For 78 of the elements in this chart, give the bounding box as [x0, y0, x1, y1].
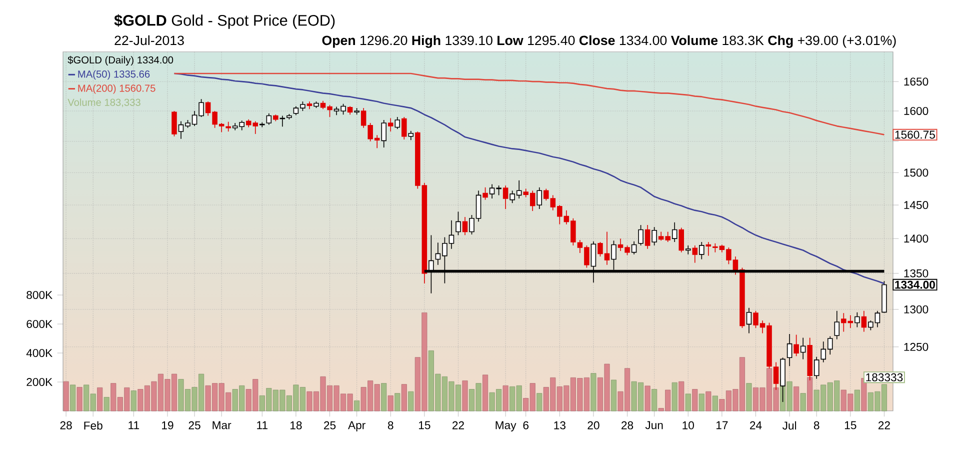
candlestick	[394, 116, 400, 130]
candlestick	[266, 112, 272, 126]
x-tick-label: Feb	[84, 421, 102, 430]
candlestick	[638, 224, 644, 246]
x-tick-label: 11	[257, 421, 268, 430]
candlestick	[502, 185, 508, 210]
candlestick	[814, 356, 820, 380]
candlestick	[388, 118, 394, 132]
y-tick-label: 1500	[904, 168, 928, 177]
x-tick-label: 13	[554, 421, 566, 430]
x-tick-label: 8	[388, 421, 394, 430]
y-tick-label: 1400	[904, 234, 928, 243]
x-tick-label: Mar	[212, 421, 232, 430]
x-tick-label: 17	[716, 421, 728, 430]
x-tick-label: Jul	[782, 421, 796, 430]
candlestick	[854, 312, 860, 328]
candlestick	[800, 337, 806, 360]
text: Open 1296.20 High 1339.10 Low 1295.40 Close 1334.00 Volume 183.3K Chg +39.00 (+3.01%)	[322, 35, 896, 48]
candlestick	[786, 334, 792, 367]
y2-tick-label: 200K	[26, 378, 52, 386]
x-tick-label: 28	[60, 421, 72, 430]
candlestick	[706, 242, 712, 256]
candlestick	[678, 227, 684, 253]
x-tick-label: 18	[290, 421, 302, 430]
x-tick-label: 28	[622, 421, 634, 430]
x-tick-label: May	[496, 421, 516, 432]
x-tick-label: 11	[128, 421, 139, 430]
x-tick-label: 8	[814, 421, 820, 430]
x-tick-label: 22	[878, 421, 890, 430]
chart-title: $GOLD Gold - Spot Price (EOD)	[114, 14, 335, 29]
data-label: 1560.75	[895, 130, 935, 139]
y-tick-label: 1600	[904, 106, 928, 115]
x-tick-label: 22	[452, 421, 464, 430]
x-tick-label: 10	[682, 421, 694, 430]
candlestick	[631, 240, 637, 255]
y2-tick-label: 400K	[26, 349, 52, 358]
x-tick-label: 6	[523, 421, 529, 430]
y2-tick-label: 800K	[26, 291, 52, 300]
candlestick	[456, 211, 461, 236]
candlestick	[699, 242, 704, 260]
y2-tick-label: 600K	[26, 320, 52, 328]
legend-label: MA(50) 1335.66	[78, 70, 150, 80]
candlestick	[408, 130, 414, 140]
x-tick-label: 24	[750, 421, 762, 430]
candlestick	[834, 310, 840, 340]
text: 22-Jul-2013	[114, 35, 184, 46]
data-label: 183333	[866, 373, 903, 382]
candlestick	[381, 120, 386, 148]
candlestick	[652, 226, 657, 246]
y-tick-label: 1450	[904, 201, 928, 210]
y-tick-label: 1300	[904, 305, 928, 314]
candlestick	[644, 224, 650, 250]
text: Volume 183,333	[68, 98, 140, 108]
x-tick-label: Jun	[645, 421, 663, 430]
candlestick	[861, 310, 867, 332]
y-tick-label: 1250	[904, 342, 928, 351]
candlestick	[402, 116, 407, 140]
candlestick	[692, 245, 698, 264]
text: $GOLD (Daily) 1334.00	[68, 56, 174, 66]
candlestick	[746, 308, 752, 334]
y-tick-label: 1650	[904, 78, 928, 86]
x-tick-label: 19	[162, 421, 174, 430]
x-tick-label: 25	[324, 421, 336, 430]
x-tick-label: Apr	[348, 421, 366, 432]
y-tick-label: 1350	[904, 269, 928, 278]
candlestick	[794, 334, 799, 357]
x-tick-label: 15	[844, 421, 856, 430]
candlestick	[672, 222, 678, 242]
x-tick-label: 25	[188, 421, 200, 430]
legend-label: MA(200) 1560.75	[78, 84, 156, 94]
candlestick	[482, 186, 488, 200]
candlestick	[685, 245, 691, 255]
x-tick-label: 15	[418, 421, 430, 430]
candlestick	[536, 186, 542, 210]
text: 1334.00	[895, 280, 935, 289]
candlestick	[462, 216, 468, 236]
x-tick-label: 20	[588, 421, 600, 430]
candlestick	[172, 110, 177, 137]
